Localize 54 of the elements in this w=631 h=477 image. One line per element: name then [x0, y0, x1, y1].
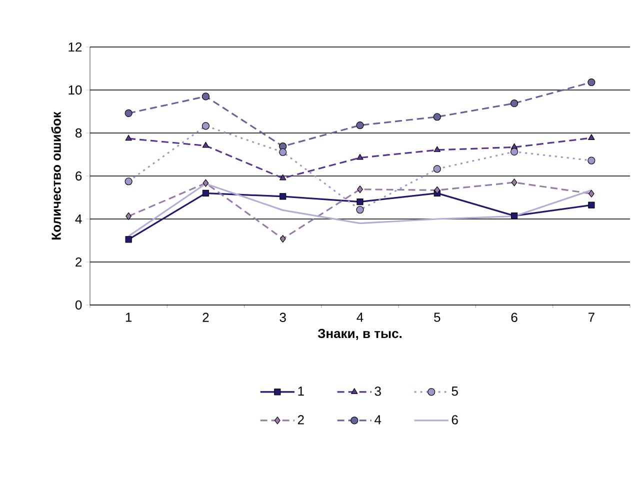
x-tick-label: 5	[434, 312, 440, 322]
point	[510, 212, 518, 220]
y-tick-label: 6	[76, 171, 82, 181]
point	[124, 178, 132, 186]
point	[510, 148, 518, 156]
point	[356, 206, 364, 214]
x-tick-label: 2	[202, 312, 209, 322]
legend-label: 4	[374, 415, 382, 424]
point	[433, 113, 441, 121]
y-tick-label: 12	[68, 42, 82, 52]
point	[202, 190, 210, 196]
x-tick-label: 1	[126, 312, 132, 322]
x-tick-label: 4	[356, 312, 364, 322]
point	[126, 212, 132, 220]
point	[356, 154, 364, 160]
point	[588, 78, 596, 86]
y-tick-label: 8	[76, 128, 82, 138]
point	[510, 100, 518, 108]
point	[588, 202, 595, 208]
point	[280, 234, 286, 243]
point	[125, 134, 132, 141]
x-tick-label: 6	[511, 312, 518, 322]
point	[356, 121, 364, 130]
point	[434, 146, 440, 152]
point	[434, 186, 440, 194]
point	[202, 122, 210, 130]
point	[433, 165, 441, 173]
point	[588, 190, 594, 198]
point	[280, 174, 286, 180]
point	[125, 236, 132, 243]
y-tick-label: 0	[75, 300, 82, 310]
y-tick-label: 2	[76, 257, 82, 267]
point	[280, 193, 286, 200]
point	[588, 134, 595, 140]
legend-label: 5	[452, 386, 458, 396]
legend-label: 1	[298, 386, 304, 396]
point	[202, 142, 210, 148]
point	[357, 186, 363, 194]
y-axis-title: Количество ошибок	[51, 112, 61, 240]
point	[279, 148, 287, 156]
point	[588, 156, 596, 164]
point	[202, 92, 210, 100]
legend-label: 2	[298, 415, 304, 424]
point	[202, 179, 209, 187]
legend-label: 6	[452, 415, 458, 424]
y-tick-label: 10	[68, 85, 82, 95]
point	[511, 178, 518, 186]
point	[356, 198, 364, 206]
legend-label: 3	[374, 386, 381, 396]
x-axis-title: Знаки, в тыс.	[318, 328, 402, 340]
point	[124, 109, 132, 118]
x-tick-label: 3	[280, 312, 286, 322]
y-tick-label: 4	[75, 214, 82, 224]
x-tick-label: 7	[588, 312, 594, 322]
